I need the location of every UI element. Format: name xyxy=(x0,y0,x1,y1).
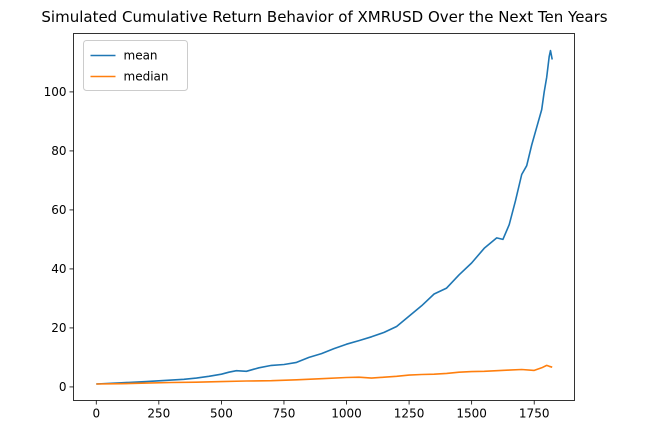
chart-title: Simulated Cumulative Return Behavior of … xyxy=(41,8,607,26)
axis-ticks: 0 250 500 750 1000 1250 1500 1750 0 20 40 60 80 100 xyxy=(44,85,550,421)
y-tick-label: 80 xyxy=(51,144,66,158)
y-tick-label: 40 xyxy=(51,262,66,276)
x-tick-label: 500 xyxy=(210,407,233,421)
y-tick-label: 100 xyxy=(44,85,67,99)
series-line-median xyxy=(96,364,553,385)
y-tick-label: 20 xyxy=(51,321,66,335)
plot-area-frame xyxy=(73,33,575,401)
x-tick-label: 1250 xyxy=(394,407,425,421)
legend-label-mean: mean xyxy=(124,49,158,63)
x-tick-label: 250 xyxy=(147,407,170,421)
y-tick-label: 0 xyxy=(59,380,67,394)
x-tick-label: 750 xyxy=(273,407,296,421)
legend: mean median xyxy=(83,40,188,91)
legend-label-median: median xyxy=(124,70,169,84)
series-lines xyxy=(96,49,553,385)
x-tick-label: 0 xyxy=(92,407,100,421)
x-tick-label: 1000 xyxy=(331,407,362,421)
y-tick-label: 60 xyxy=(51,203,66,217)
series-line-mean xyxy=(96,49,553,385)
x-tick-label: 1750 xyxy=(519,407,550,421)
x-tick-label: 1500 xyxy=(456,407,487,421)
legend-frame xyxy=(83,40,188,91)
